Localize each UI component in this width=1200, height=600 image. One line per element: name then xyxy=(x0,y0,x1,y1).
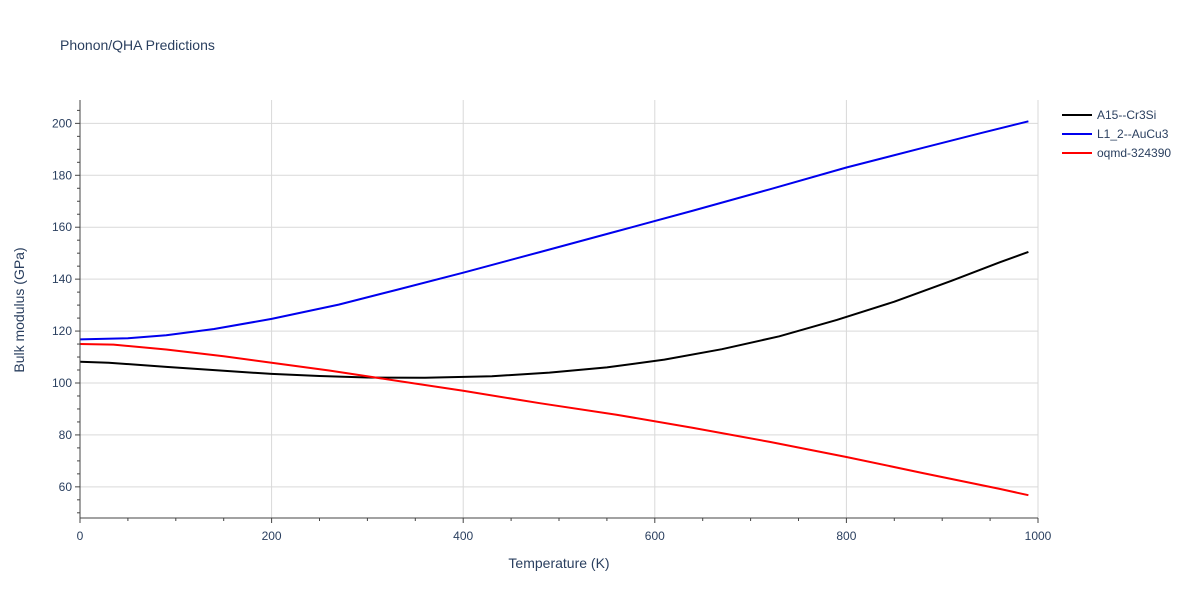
series-lines xyxy=(79,120,1029,497)
x-axis-title: Temperature (K) xyxy=(508,555,609,571)
chart-title: Phonon/QHA Predictions xyxy=(60,37,215,53)
series-line-0 xyxy=(79,250,1029,379)
y-tick-label: 180 xyxy=(52,168,72,182)
legend-label: L1_2--AuCu3 xyxy=(1097,127,1169,141)
y-tick-label: 120 xyxy=(52,324,72,338)
axes: 0 200 400 600 800 1000 60 80 100 120 140 160 180 200 xyxy=(52,100,1052,543)
legend-item[interactable]: A15--Cr3Si xyxy=(1062,108,1156,122)
series-line-2 xyxy=(79,343,1029,497)
y-tick-label: 160 xyxy=(52,220,72,234)
y-tick-label: 200 xyxy=(52,116,72,130)
y-tick-label: 80 xyxy=(59,428,73,442)
x-tick-label: 600 xyxy=(645,529,665,543)
legend-label: A15--Cr3Si xyxy=(1097,108,1156,122)
x-tick-label: 800 xyxy=(836,529,856,543)
legend-item[interactable]: oqmd-324390 xyxy=(1062,146,1171,160)
legend[interactable]: A15--Cr3Si L1_2--AuCu3 oqmd-324390 xyxy=(1062,108,1171,160)
x-tick-label: 200 xyxy=(262,529,282,543)
y-tick-label: 100 xyxy=(52,376,72,390)
x-tick-label: 400 xyxy=(453,529,473,543)
y-axis-title: Bulk modulus (GPa) xyxy=(11,247,27,372)
legend-label: oqmd-324390 xyxy=(1097,146,1171,160)
series-line-1 xyxy=(79,120,1029,341)
y-tick-label: 60 xyxy=(59,480,73,494)
grid xyxy=(80,100,1039,518)
x-tick-label: 0 xyxy=(77,529,84,543)
legend-item[interactable]: L1_2--AuCu3 xyxy=(1062,127,1169,141)
y-tick-label: 140 xyxy=(52,272,72,286)
x-tick-label: 1000 xyxy=(1025,529,1052,543)
